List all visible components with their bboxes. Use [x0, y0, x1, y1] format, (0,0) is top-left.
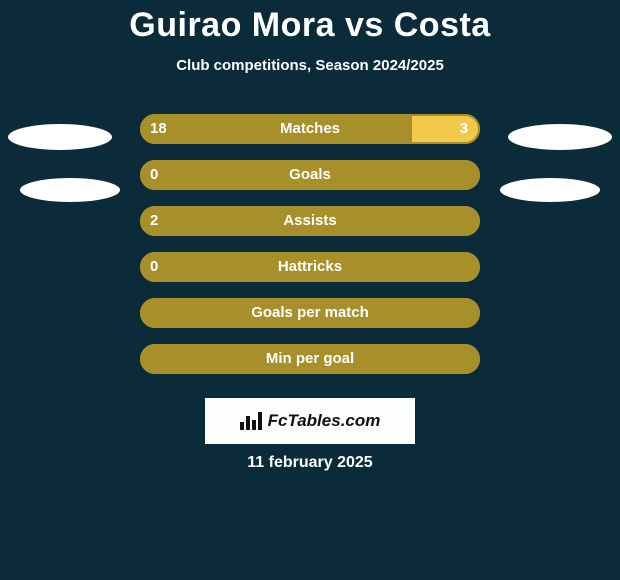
subtitle: Club competitions, Season 2024/2025: [0, 57, 620, 74]
comparison-chart: 183Matches0Goals2Assists0HattricksGoals …: [0, 114, 620, 374]
stat-left-value: 2: [150, 206, 158, 236]
stat-row: 0Hattricks: [0, 252, 620, 282]
bar-left-fill: [140, 114, 412, 144]
bar-track: [140, 298, 480, 328]
stat-right-value: 3: [460, 114, 468, 144]
bar-left-fill: [140, 206, 480, 236]
bar-left-fill: [140, 298, 480, 328]
brand-text: FcTables.com: [268, 411, 381, 431]
stat-row: 2Assists: [0, 206, 620, 236]
player-ellipse: [8, 124, 112, 150]
bar-left-fill: [140, 252, 480, 282]
player-ellipse: [20, 178, 120, 202]
bar-left-fill: [140, 160, 480, 190]
stat-row: Min per goal: [0, 344, 620, 374]
stat-left-value: 0: [150, 252, 158, 282]
player-ellipse: [508, 124, 612, 150]
bar-track: [140, 252, 480, 282]
stat-row: Goals per match: [0, 298, 620, 328]
bar-track: [140, 160, 480, 190]
page-title: Guirao Mora vs Costa: [0, 0, 620, 45]
player-ellipse: [500, 178, 600, 202]
bar-left-fill: [140, 344, 480, 374]
date-line: 11 february 2025: [0, 454, 620, 472]
stat-left-value: 18: [150, 114, 167, 144]
bar-right-fill: [412, 114, 480, 144]
brand-bars-icon: [240, 412, 262, 430]
bar-track: [140, 344, 480, 374]
bar-track: [140, 206, 480, 236]
bar-track: [140, 114, 480, 144]
stat-left-value: 0: [150, 160, 158, 190]
brand-badge: FcTables.com: [205, 398, 415, 444]
